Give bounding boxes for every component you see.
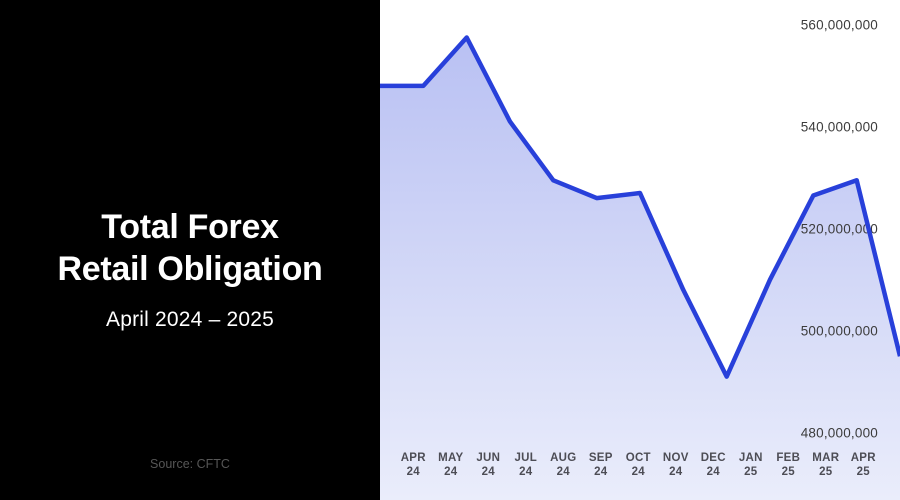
y-axis-label: 520,000,000: [800, 221, 878, 237]
chart-title-line2: Retail Obligation: [57, 249, 323, 288]
x-axis-label: SEP 24: [588, 452, 613, 478]
y-axis-label: 560,000,000: [800, 17, 878, 33]
x-axis-label: MAY 24: [438, 452, 464, 478]
y-axis-labels: 560,000,000 540,000,000 520,000,000 500,000…: [380, 0, 900, 500]
x-axis-label: JUL 24: [514, 452, 538, 478]
chart-line: [380, 35, 900, 379]
x-axis-label: NOV 24: [662, 452, 689, 478]
x-axis-label: APR 25: [850, 452, 876, 478]
chart-title: Total Forex Retail Obligation: [0, 206, 380, 290]
x-axis-label: MAR 25: [812, 452, 840, 478]
area-fill: [380, 37, 900, 500]
y-axis-label: 540,000,000: [800, 119, 878, 135]
x-axis-label: AUG 24: [550, 452, 577, 478]
chart-area: 560,000,000 540,000,000 520,000,000 500,000…: [380, 0, 900, 500]
line-chart-layer: [380, 35, 900, 379]
x-axis-labels: APR 24 MAY 24 JUN 24 JUL 24 AUG 24 SEP 24 OCT 24 NOV 24…: [380, 0, 900, 500]
x-axis-label: JAN 25: [738, 452, 763, 478]
chart-subtitle: April 2024 – 2025: [105, 308, 275, 331]
title-panel: Total Forex Retail Obligation April 2024…: [0, 0, 380, 500]
y-axis-label: 480,000,000: [800, 425, 878, 441]
y-axis-label: 500,000,000: [800, 323, 878, 339]
area-fill-layer: [380, 37, 900, 500]
x-axis-label: FEB 25: [776, 452, 801, 478]
chart-title-line1: Total Forex: [101, 207, 279, 246]
x-axis-label: APR 24: [400, 452, 426, 478]
x-axis-label: DEC 24: [700, 452, 726, 478]
x-axis-label: OCT 24: [625, 452, 651, 478]
x-axis-label: JUN 24: [476, 452, 501, 478]
source-label: Source: CFTC: [150, 457, 230, 471]
